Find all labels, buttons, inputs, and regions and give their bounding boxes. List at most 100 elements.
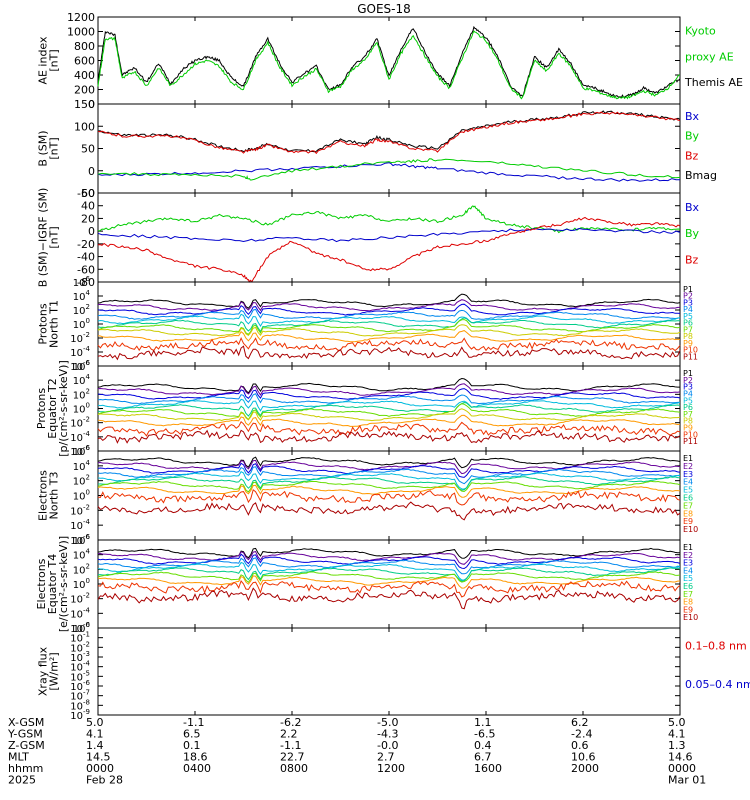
legend-entry: E7 bbox=[683, 501, 693, 510]
panel-frame bbox=[97, 103, 681, 194]
legend-entry: E6 bbox=[683, 494, 693, 503]
y-axis-label: Protons bbox=[35, 388, 48, 429]
ephemeris-value: -6.2 bbox=[280, 716, 301, 729]
y-tick-label: 1000 bbox=[67, 26, 95, 39]
ephemeris-value: 0.6 bbox=[571, 739, 589, 752]
series-line bbox=[97, 429, 681, 444]
y-tick-exponent: -8 bbox=[83, 698, 90, 706]
y-tick-exponent: -6 bbox=[83, 359, 91, 367]
y-axis-label: North T3 bbox=[48, 472, 61, 520]
y-axis-label: [p/(cm²-s-sr-keV)] bbox=[57, 360, 70, 457]
series-line bbox=[97, 547, 681, 559]
ephemeris-value: -1.1 bbox=[280, 739, 301, 752]
y-tick-exponent: -4 bbox=[83, 606, 91, 614]
y-axis-label: B (SM) bbox=[37, 130, 50, 166]
ephemeris-row-label: Y-GSM bbox=[7, 728, 43, 741]
y-tick-exponent: 2 bbox=[86, 387, 90, 395]
y-tick-label: 102 bbox=[73, 562, 90, 576]
y-tick-exponent: -1 bbox=[83, 631, 90, 639]
series-line bbox=[97, 158, 681, 181]
legend-entry: P4 bbox=[683, 305, 693, 314]
legend-entry: P6 bbox=[683, 403, 693, 412]
legend-entry: 0.05–0.4 nm bbox=[685, 678, 750, 691]
legend-entry: Themis AE bbox=[684, 76, 743, 89]
legend-entry: P2 bbox=[683, 376, 693, 385]
y-tick-label: 104 bbox=[73, 459, 91, 473]
legend-entry: P10 bbox=[683, 346, 698, 355]
legend-entry: P9 bbox=[683, 424, 693, 433]
y-tick-label: 40 bbox=[81, 200, 95, 213]
series-line bbox=[97, 421, 681, 437]
series-line bbox=[97, 466, 681, 485]
y-tick-label: -20 bbox=[77, 238, 95, 251]
ephemeris-value: 4.1 bbox=[86, 728, 104, 741]
ephemeris-value: -6.5 bbox=[474, 728, 495, 741]
series-line bbox=[97, 216, 681, 283]
y-tick-label: 10-4 bbox=[70, 430, 90, 444]
panel-xray: 10-910-810-710-610-510-410-310-210-1100X… bbox=[37, 621, 750, 722]
ephemeris-value: 18.6 bbox=[183, 751, 208, 764]
y-tick-exponent: 0 bbox=[86, 577, 90, 585]
panel-electrons_t4: 10-610-410-2100102104106ElectronsEquator… bbox=[35, 533, 698, 635]
ephemeris-value: 2.2 bbox=[280, 728, 298, 741]
series-line bbox=[97, 408, 681, 422]
legend-entry: P2 bbox=[683, 292, 693, 301]
y-tick-exponent: -6 bbox=[83, 533, 91, 541]
ephemeris-value: -1.1 bbox=[183, 716, 204, 729]
y-tick-label: 600 bbox=[74, 55, 95, 68]
ephemeris-value: -2.4 bbox=[571, 728, 592, 741]
series-line bbox=[97, 471, 681, 490]
y-tick-label: 104 bbox=[73, 289, 91, 303]
ephemeris-value: 1.4 bbox=[86, 739, 104, 752]
y-tick-exponent: -9 bbox=[83, 708, 90, 716]
series-line bbox=[97, 561, 681, 581]
series-line bbox=[97, 227, 681, 243]
y-tick-label: 150 bbox=[74, 98, 95, 111]
legend-entry: Kyoto bbox=[685, 25, 716, 38]
ephemeris-row-label: Z-GSM bbox=[8, 739, 45, 752]
panel-frame bbox=[97, 627, 681, 716]
legend-entry: P8 bbox=[683, 417, 693, 426]
y-axis-label: [nT] bbox=[48, 49, 61, 71]
ephemeris-row-label: 2025 bbox=[8, 774, 36, 787]
ephemeris-value: 14.6 bbox=[668, 751, 693, 764]
ephemeris-value: 0400 bbox=[183, 762, 211, 775]
y-tick-label: 106 bbox=[73, 359, 91, 373]
legend-entry: E4 bbox=[683, 478, 693, 487]
series-line bbox=[97, 587, 681, 610]
legend-entry: P3 bbox=[683, 298, 693, 307]
y-tick-label: 400 bbox=[74, 69, 95, 82]
series-line bbox=[97, 25, 681, 99]
ephemeris-value: 5.0 bbox=[86, 716, 104, 729]
series-line bbox=[97, 557, 680, 575]
series-line bbox=[97, 571, 681, 584]
y-tick-label: 100 bbox=[73, 489, 90, 503]
series-line bbox=[97, 401, 681, 417]
y-tick-label: 10-4 bbox=[70, 345, 90, 359]
ephemeris-value: 6.7 bbox=[474, 751, 492, 764]
y-axis-label: [e/(cm²-s-sr-keV)] bbox=[57, 536, 70, 632]
y-tick-label: 102 bbox=[73, 474, 90, 488]
ephemeris-value: 6.2 bbox=[571, 716, 589, 729]
y-tick-label: -40 bbox=[77, 251, 95, 264]
legend-entry: E5 bbox=[683, 574, 693, 583]
legend-entry: E10 bbox=[683, 525, 698, 534]
y-tick-exponent: -4 bbox=[83, 430, 91, 438]
legend-entry: P1 bbox=[683, 285, 693, 294]
legend-entry: E4 bbox=[683, 566, 693, 575]
y-tick-exponent: -2 bbox=[83, 416, 90, 424]
ephemeris-value: 0.1 bbox=[183, 739, 201, 752]
y-tick-exponent: -2 bbox=[83, 592, 90, 600]
ephemeris-value: 2000 bbox=[571, 762, 599, 775]
legend-entry: By bbox=[685, 130, 700, 143]
y-axis-label: Equator T4 bbox=[46, 554, 59, 614]
y-tick-exponent: 0 bbox=[86, 489, 90, 497]
legend-entry: E10 bbox=[683, 613, 698, 622]
ephemeris-value: 1.3 bbox=[668, 739, 686, 752]
legend-entry: P7 bbox=[683, 325, 693, 334]
legend-entry: P5 bbox=[683, 396, 693, 405]
ephemeris-value: -5.0 bbox=[377, 716, 398, 729]
